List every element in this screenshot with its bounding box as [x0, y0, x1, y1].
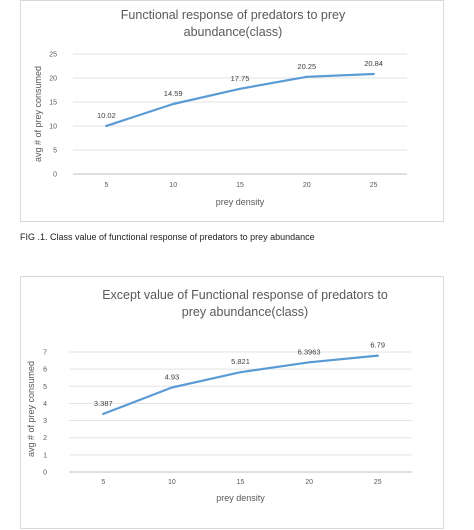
data-point	[239, 371, 242, 374]
data-point	[238, 87, 242, 90]
data-label: 3.387	[94, 399, 113, 408]
x-tick-label: 15	[236, 182, 244, 189]
x-axis-title: prey density	[216, 197, 265, 207]
x-tick-label: 5	[104, 182, 108, 189]
data-label: 5.821	[231, 357, 250, 366]
data-point	[105, 124, 108, 128]
chart-title-line: Except value of Functional response of p…	[102, 288, 388, 302]
data-point	[170, 386, 173, 389]
figure-caption: FIG .1. Class value of functional respon…	[20, 232, 315, 242]
y-tick-label: 0	[43, 470, 47, 477]
chart-2: Except value of Functional response of p…	[26, 288, 412, 503]
y-tick-label: 5	[43, 384, 47, 391]
y-axis-title: avg # of prey consumed	[33, 66, 43, 162]
y-tick-label: 0	[53, 172, 57, 179]
chart-title-line: abundance(class)	[184, 25, 283, 39]
chart-1: Functional response of predators to prey…	[33, 8, 407, 207]
data-label: 6.79	[370, 341, 385, 350]
data-point	[376, 354, 379, 357]
y-tick-label: 1	[43, 452, 47, 459]
x-tick-label: 10	[168, 479, 176, 486]
y-tick-label: 2	[43, 435, 47, 442]
x-tick-label: 5	[101, 479, 105, 486]
chart-1-panel: Functional response of predators to prey…	[20, 0, 444, 222]
chart-title-line: Functional response of predators to prey	[121, 8, 346, 22]
y-tick-label: 6	[43, 367, 47, 374]
y-tick-label: 4	[43, 401, 47, 408]
data-point	[172, 102, 175, 106]
x-axis-title: prey density	[216, 493, 265, 503]
data-label: 20.25	[297, 62, 316, 71]
y-tick-label: 15	[49, 100, 57, 107]
y-tick-label: 20	[49, 76, 57, 83]
x-tick-label: 25	[370, 182, 378, 189]
y-tick-label: 10	[49, 124, 57, 131]
chart-title-line: prey abundance(class)	[182, 305, 308, 319]
x-tick-label: 20	[303, 182, 311, 189]
data-label: 6.3963	[298, 347, 321, 356]
y-tick-label: 5	[53, 148, 57, 155]
x-tick-label: 15	[237, 479, 245, 486]
data-label: 14.59	[164, 89, 183, 98]
data-label: 4.93	[165, 372, 180, 381]
data-point	[305, 75, 308, 78]
x-tick-label: 10	[169, 182, 177, 189]
data-label: 10.02	[97, 111, 116, 120]
data-point	[308, 361, 311, 364]
y-axis-title: avg # of prey consumed	[26, 361, 36, 457]
y-tick-label: 7	[43, 350, 47, 357]
data-label: 20.84	[364, 59, 383, 68]
data-point	[102, 412, 105, 416]
chart-2-panel: Except value of Functional response of p…	[20, 276, 444, 529]
y-tick-label: 25	[49, 52, 57, 59]
data-point	[372, 72, 375, 76]
x-tick-label: 25	[374, 479, 382, 486]
x-tick-label: 20	[305, 479, 313, 486]
y-tick-label: 3	[43, 418, 47, 425]
data-label: 17.75	[231, 74, 250, 83]
